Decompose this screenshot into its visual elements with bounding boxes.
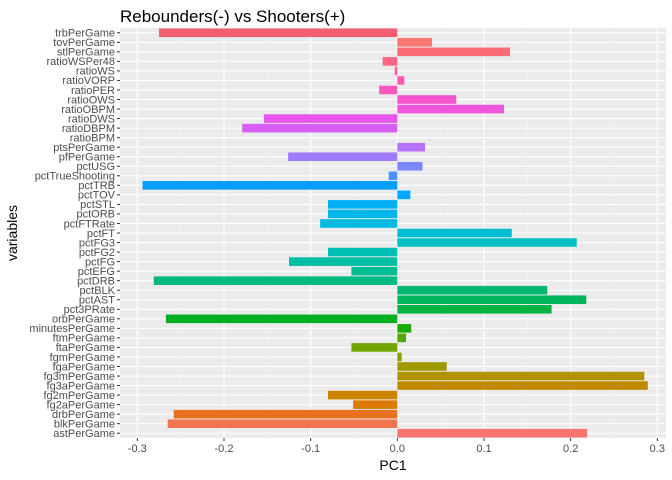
bar-ratioWSPer48	[382, 57, 398, 66]
x-tick-label: 0.0	[390, 443, 405, 455]
y-tick-label: pctUSG	[76, 161, 115, 173]
y-tick-label: pctFG3	[79, 237, 115, 249]
x-tick-label: 0.3	[650, 443, 665, 455]
bar-pctSTL	[328, 200, 398, 209]
bar-fgmPerGame	[397, 352, 402, 362]
y-tick-label: pct3PRate	[64, 304, 115, 316]
y-tick-label: fgmPerGame	[50, 352, 115, 364]
bar-ratioOBPM	[397, 104, 504, 114]
y-tick-label: pctFT	[87, 228, 115, 240]
chart-title: Rebounders(-) vs Shooters(+)	[120, 7, 345, 26]
x-axis-title: PC1	[379, 457, 406, 473]
bar-pctFTRate	[320, 219, 398, 228]
bar-stlPerGame	[397, 47, 510, 57]
y-tick-label: pctDRB	[77, 275, 115, 287]
y-tick-label: ratioVORP	[62, 75, 115, 87]
bar-fgaPerGame	[397, 362, 447, 371]
bar-pctFT	[397, 228, 512, 238]
y-tick-label: fg2mPerGame	[43, 390, 115, 402]
y-tick-label: pctTRB	[78, 180, 115, 192]
y-tick-label: stlPerGame	[57, 47, 115, 59]
bar-pctTRB	[142, 181, 398, 190]
y-tick-label: pctAST	[79, 295, 115, 307]
bar-pctAST	[397, 295, 587, 305]
y-tick-label: pctTOV	[78, 190, 116, 202]
bar-fg3aPerGame	[397, 381, 648, 390]
bar-ratioDBPM	[242, 123, 398, 133]
y-tick-label: pctORB	[76, 209, 115, 221]
y-tick-label: ratioOWS	[67, 94, 115, 106]
bar-pctUSG	[397, 161, 423, 171]
bar-pctFG3	[397, 238, 577, 247]
y-tick-label: ftmPerGame	[53, 333, 115, 345]
bar-astPerGame	[397, 428, 588, 438]
bar-trbPerGame	[159, 28, 398, 38]
bar-ratioOWS	[397, 95, 457, 104]
y-tick-label: fg3aPerGame	[47, 380, 115, 392]
bar-fg2mPerGame	[328, 390, 398, 400]
bar-blkPerGame	[167, 419, 398, 428]
y-tick-label: drbPerGame	[52, 409, 115, 421]
y-tick-label: trbPerGame	[55, 28, 115, 40]
x-axis-ticks: -0.3 -0.2 -0.1 0.0 0.1 0.2 0.3	[128, 438, 665, 455]
bar-fg2aPerGame	[353, 400, 398, 409]
x-tick-label: 0.1	[476, 443, 491, 455]
y-tick-label: blkPerGame	[54, 418, 115, 430]
y-tick-label: ratioDWS	[68, 113, 115, 125]
y-tick-label: pctFTRate	[64, 218, 115, 230]
y-tick-label: orbPerGame	[52, 314, 115, 326]
bar-fg3mPerGame	[397, 371, 645, 381]
y-tick-label: ratioWS	[76, 66, 115, 78]
y-tick-label: pctEFG	[78, 266, 115, 278]
bar-ratioWS	[394, 66, 398, 76]
y-tick-label: pfPerGame	[59, 152, 115, 164]
y-axis-ticks: astPerGameblkPerGamedrbPerGamefg2aPerGam…	[29, 28, 120, 440]
y-tick-label: ftaPerGame	[56, 342, 115, 354]
y-tick-label: pctSTL	[80, 199, 115, 211]
y-tick-label: ratioDBPM	[62, 123, 115, 135]
y-tick-label: tovPerGame	[53, 37, 115, 49]
bar-pctDRB	[153, 276, 398, 285]
bar-ratioVORP	[397, 76, 405, 85]
bar-pctBLK	[397, 285, 548, 295]
y-tick-label: ratioPER	[71, 85, 115, 97]
bar-pctORB	[328, 209, 398, 219]
bar-ratioDWS	[263, 114, 398, 123]
bar-tovPerGame	[397, 38, 432, 47]
bars	[142, 28, 648, 438]
bar-ptsPerGame	[397, 142, 426, 152]
x-tick-label: 0.2	[563, 443, 578, 455]
y-tick-label: ptsPerGame	[53, 142, 115, 154]
bar-ftaPerGame	[351, 343, 398, 352]
y-axis-title: variables	[4, 205, 20, 261]
bar-pctFG	[289, 257, 398, 266]
bar-pctTrueShooting	[388, 171, 398, 181]
bar-pctEFG	[351, 266, 398, 276]
bar-pctTOV	[397, 190, 411, 200]
bar-orbPerGame	[165, 314, 398, 324]
y-tick-label: pctFG2	[79, 247, 115, 259]
bar-ftmPerGame	[397, 333, 406, 343]
y-tick-label: pctBLK	[80, 285, 116, 297]
bar-pfPerGame	[288, 152, 398, 162]
y-tick-label: ratioWSPer48	[47, 56, 115, 68]
y-tick-label: ratioBPM	[70, 132, 115, 144]
y-tick-label: fg3mPerGame	[43, 371, 115, 383]
bar-pctFG2	[328, 247, 398, 257]
y-tick-label: fgaPerGame	[53, 361, 115, 373]
x-tick-label: -0.1	[301, 443, 320, 455]
bar-minutesPerGame	[397, 324, 412, 333]
bar-ratioPER	[379, 85, 398, 95]
y-tick-label: pctTrueShooting	[35, 171, 115, 183]
bar-pct3PRate	[397, 304, 552, 314]
x-tick-label: -0.3	[128, 443, 147, 455]
y-tick-label: minutesPerGame	[29, 323, 115, 335]
bar-drbPerGame	[173, 409, 398, 419]
y-tick-label: ratioOBPM	[61, 104, 115, 116]
x-tick-label: -0.2	[215, 443, 234, 455]
y-tick-label: pctFG	[85, 256, 115, 268]
y-tick-label: fg2aPerGame	[47, 399, 115, 411]
y-tick-label: astPerGame	[53, 428, 115, 440]
